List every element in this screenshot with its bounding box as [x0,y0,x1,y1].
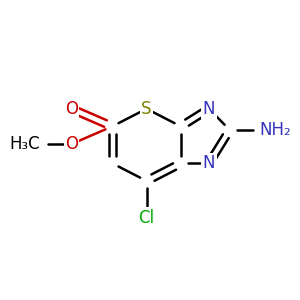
Text: H₃C: H₃C [10,135,40,153]
Text: O: O [65,135,78,153]
Text: O: O [65,100,78,118]
Text: N: N [203,154,215,172]
Text: S: S [141,100,152,118]
Text: NH₂: NH₂ [260,121,292,139]
Text: Cl: Cl [139,209,154,227]
Text: N: N [203,100,215,118]
